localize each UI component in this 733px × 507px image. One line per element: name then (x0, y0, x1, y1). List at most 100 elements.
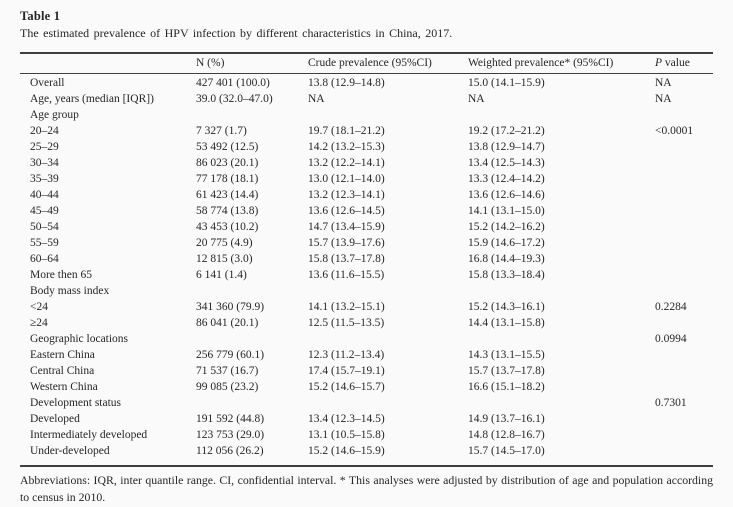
cell-crude-prevalence: 15.2 (14.6–15.9) (308, 445, 385, 457)
cell-weighted-prevalence: 15.9 (14.6–17.2) (468, 237, 545, 249)
table-row: 35–39 77 178 (18.1) 13.0 (12.1–14.0) 13.3 (… (20, 171, 713, 187)
table-row: Overall 427 401 (100.0) 13.8 (12.9–14.8) 15… (20, 75, 713, 91)
cell-crude-prevalence: 12.3 (11.2–13.4) (308, 349, 385, 361)
cell-crude-prevalence: 15.2 (14.6–15.7) (308, 381, 385, 393)
cell-weighted-prevalence: 13.8 (12.9–14.7) (468, 141, 545, 153)
cell-weighted-prevalence: 15.8 (13.3–18.4) (468, 269, 545, 281)
table-row: 20–24 7 327 (1.7) 19.7 (18.1–21.2) 19.2 (17… (20, 123, 713, 139)
cell-p-value: <0.0001 (655, 125, 694, 137)
cell-n-percent (196, 395, 308, 411)
row-label: Age group (30, 109, 79, 121)
column-header-n-percent: N (%) (196, 57, 225, 69)
column-header-weighted-prevalence: Weighted prevalence* (95%CI) (468, 57, 614, 69)
cell-crude-prevalence (308, 283, 468, 299)
cell-p-value (655, 363, 713, 379)
cell-crude-prevalence: 13.2 (12.2–14.1) (308, 157, 385, 169)
cell-n-percent: 7 327 (1.7) (196, 125, 247, 137)
cell-crude-prevalence: 12.5 (11.5–13.5) (308, 317, 385, 329)
cell-weighted-prevalence: 19.2 (17.2–21.2) (468, 125, 545, 137)
row-label: ≥24 (30, 317, 48, 329)
table-row: 25–29 53 492 (12.5) 14.2 (13.2–15.3) 13.8 (… (20, 139, 713, 155)
cell-crude-prevalence: 14.2 (13.2–15.3) (308, 141, 385, 153)
cell-p-value (655, 203, 713, 219)
cell-weighted-prevalence: 14.9 (13.7–16.1) (468, 413, 545, 425)
table-row: Development status 0.7301 (20, 395, 713, 411)
cell-crude-prevalence: 13.0 (12.1–14.0) (308, 173, 385, 185)
cell-p-value (655, 347, 713, 363)
row-label: Body mass index (30, 285, 110, 297)
cell-crude-prevalence (308, 395, 468, 411)
row-label: 60–64 (30, 253, 59, 265)
cell-crude-prevalence: 13.1 (10.5–15.8) (308, 429, 385, 441)
row-label: Intermediately developed (30, 429, 148, 441)
row-label: 35–39 (30, 173, 59, 185)
table-row: 55–59 20 775 (4.9) 15.7 (13.9–17.6) 15.9 (1… (20, 235, 713, 251)
cell-weighted-prevalence: 15.7 (14.5–17.0) (468, 445, 545, 457)
cell-n-percent: 71 537 (16.7) (196, 365, 259, 377)
cell-weighted-prevalence: 16.8 (14.4–19.3) (468, 253, 545, 265)
cell-n-percent: 99 085 (23.2) (196, 381, 259, 393)
cell-p-value (655, 379, 713, 395)
cell-weighted-prevalence: 14.4 (13.1–15.8) (468, 317, 545, 329)
row-label: 55–59 (30, 237, 59, 249)
cell-n-percent (196, 107, 308, 123)
cell-n-percent: 58 774 (13.8) (196, 205, 259, 217)
cell-n-percent: 43 453 (10.2) (196, 221, 259, 233)
cell-weighted-prevalence: 15.2 (14.2–16.2) (468, 221, 545, 233)
column-header-p-value: P value (655, 57, 690, 69)
cell-weighted-prevalence: 14.3 (13.1–15.5) (468, 349, 545, 361)
table-row: Eastern China 256 779 (60.1) 12.3 (11.2–13… (20, 347, 713, 363)
row-label: 25–29 (30, 141, 59, 153)
cell-weighted-prevalence (468, 331, 655, 347)
cell-crude-prevalence: 13.2 (12.3–14.1) (308, 189, 385, 201)
cell-n-percent: 86 041 (20.1) (196, 317, 259, 329)
table-row: Central China 71 537 (16.7) 17.4 (15.7–19.… (20, 363, 713, 379)
cell-weighted-prevalence (468, 395, 655, 411)
table-caption: The estimated prevalence of HPV infectio… (20, 26, 453, 40)
table-row: 60–64 12 815 (3.0) 15.8 (13.7–17.8) 16.8 (1… (20, 251, 713, 267)
row-label: 20–24 (30, 125, 59, 137)
cell-p-value: 0.0994 (655, 333, 687, 345)
cell-n-percent: 256 779 (60.1) (196, 349, 265, 361)
row-label: Geographic locations (30, 333, 129, 345)
cell-p-value (655, 411, 713, 427)
cell-n-percent: 427 401 (100.0) (196, 77, 270, 89)
cell-p-value (655, 315, 713, 331)
cell-weighted-prevalence: 13.6 (12.6–14.6) (468, 189, 545, 201)
cell-n-percent: 53 492 (12.5) (196, 141, 259, 153)
table-row: 45–49 58 774 (13.8) 13.6 (12.6–14.5) 14.1 (… (20, 203, 713, 219)
cell-n-percent: 20 775 (4.9) (196, 237, 253, 249)
table-footnote: Abbreviations: IQR, inter quantile range… (20, 473, 713, 504)
cell-weighted-prevalence: 16.6 (15.1–18.2) (468, 381, 545, 393)
cell-crude-prevalence: 13.4 (12.3–14.5) (308, 413, 385, 425)
row-label: <24 (30, 301, 48, 313)
table-row: ≥24 86 041 (20.1) 12.5 (11.5–13.5) 14.4 (13… (20, 315, 713, 331)
cell-crude-prevalence: 14.7 (13.4–15.9) (308, 221, 385, 233)
cell-crude-prevalence: 15.8 (13.7–17.8) (308, 253, 385, 265)
row-label: 40–44 (30, 189, 59, 201)
cell-n-percent: 77 178 (18.1) (196, 173, 259, 185)
cell-n-percent: 191 592 (44.8) (196, 413, 265, 425)
cell-weighted-prevalence (468, 107, 655, 123)
cell-crude-prevalence: 19.7 (18.1–21.2) (308, 125, 385, 137)
cell-weighted-prevalence: 13.4 (12.5–14.3) (468, 157, 545, 169)
cell-p-value (655, 187, 713, 203)
column-header-crude-prevalence: Crude prevalence (95%CI) (308, 57, 432, 69)
row-label: Central China (30, 365, 95, 377)
cell-p-value: 0.7301 (655, 397, 687, 409)
cell-p-value (655, 155, 713, 171)
table-row: 50–54 43 453 (10.2) 14.7 (13.4–15.9) 15.2 (… (20, 219, 713, 235)
cell-p-value (655, 171, 713, 187)
prevalence-table: N (%) Crude prevalence (95%CI) Weighted … (20, 52, 713, 467)
cell-weighted-prevalence: 14.8 (12.8–16.7) (468, 429, 545, 441)
row-label: 45–49 (30, 205, 59, 217)
table-header-row: N (%) Crude prevalence (95%CI) Weighted … (20, 54, 713, 74)
column-header-characteristic (20, 57, 196, 70)
cell-n-percent: 6 141 (1.4) (196, 269, 247, 281)
cell-n-percent: 86 023 (20.1) (196, 157, 259, 169)
table-row: Geographic locations 0.0994 (20, 331, 713, 347)
cell-p-value (655, 107, 713, 123)
cell-crude-prevalence: 17.4 (15.7–19.1) (308, 365, 385, 377)
cell-n-percent (196, 283, 308, 299)
